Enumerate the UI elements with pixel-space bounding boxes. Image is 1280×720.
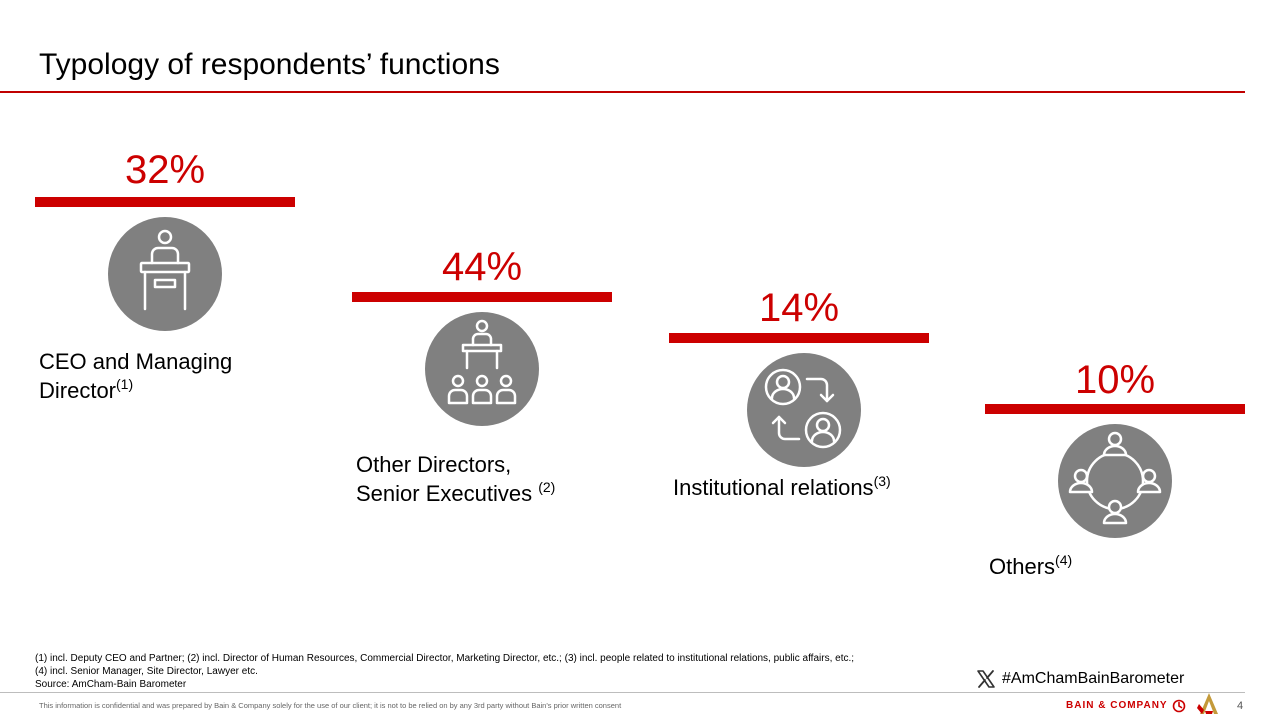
people-exchange-icon [747, 353, 861, 467]
hashtag-text: #AmChamBainBarometer [1002, 670, 1185, 687]
footnote-line-1: (1) incl. Deputy CEO and Partner; (2) in… [35, 653, 855, 664]
label-ceo: CEO and Managing Director(1) [39, 349, 233, 403]
presenter-audience-icon [425, 312, 539, 426]
percent-other-directors: 44% [441, 245, 523, 289]
footnote-line-2: (4) incl. Senior Manager, Site Director,… [35, 666, 258, 677]
bar-institutional [669, 333, 929, 343]
percent-institutional: 14% [758, 286, 840, 330]
footnote-ref-2: (2) [538, 479, 556, 495]
amcham-logo-icon [1197, 693, 1218, 714]
people-circle-icon [1058, 424, 1172, 538]
title-divider [0, 91, 1245, 93]
footnote-ref-4: (4) [1055, 552, 1073, 568]
footnotes: (1) incl. Deputy CEO and Partner; (2) in… [35, 652, 995, 691]
page-number: 4 [1237, 700, 1244, 712]
bar-ceo [35, 197, 295, 207]
presenter-podium-icon [108, 217, 222, 331]
brand-name: BAIN & COMPANY [1066, 700, 1168, 711]
bar-other-directors [352, 292, 612, 302]
percent-others: 10% [1074, 358, 1156, 402]
footer-divider [0, 692, 1245, 693]
percent-ceo: 32% [124, 148, 206, 192]
label-others: Others(4) [989, 552, 1073, 579]
bar-others [985, 404, 1245, 414]
footnote-ref-3: (3) [873, 473, 891, 489]
bain-logo-icon [1172, 699, 1186, 713]
label-other-directors: Other Directors, Senior Executives (2) [356, 452, 556, 506]
page-title: Typology of respondents’ functions [39, 48, 500, 81]
source-note: Source: AmCham-Bain Barometer [35, 679, 187, 690]
x-logo-icon [977, 670, 995, 688]
hashtag: #AmChamBainBarometer [976, 667, 1184, 691]
label-institutional: Institutional relations(3) [673, 473, 891, 500]
confidentiality-notice: This information is confidential and was… [39, 701, 622, 710]
footnote-ref-1: (1) [116, 376, 134, 392]
